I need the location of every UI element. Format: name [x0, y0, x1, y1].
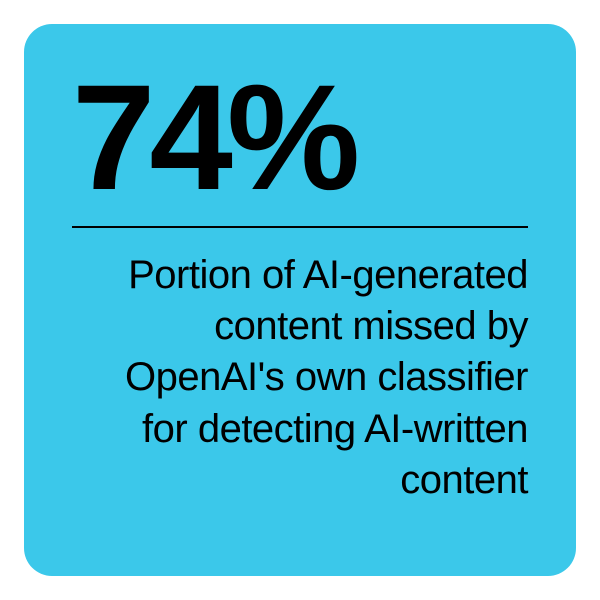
stat-card: 74% Portion of AI-generated content miss… — [24, 24, 576, 576]
stat-description: Portion of AI-generated content missed b… — [72, 250, 528, 506]
stat-number: 74% — [72, 62, 528, 212]
divider — [72, 226, 528, 228]
